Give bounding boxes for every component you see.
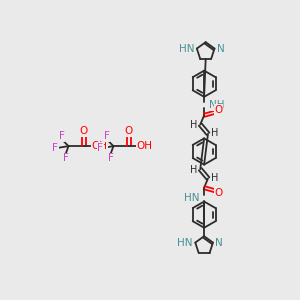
Text: HN: HN: [179, 44, 194, 53]
Text: HN: HN: [178, 238, 193, 248]
Text: O: O: [125, 127, 133, 136]
Text: OH: OH: [92, 141, 107, 151]
Text: HN: HN: [184, 193, 200, 203]
Text: F: F: [63, 153, 69, 164]
Text: H: H: [211, 128, 219, 138]
Text: F: F: [58, 131, 64, 141]
Text: NH: NH: [209, 100, 224, 110]
Text: H: H: [211, 173, 219, 183]
Text: O: O: [215, 188, 223, 198]
Text: N: N: [217, 44, 225, 53]
Text: F: F: [97, 143, 103, 153]
Text: H: H: [190, 165, 197, 175]
Text: OH: OH: [136, 141, 152, 151]
Text: F: F: [103, 131, 109, 141]
Text: F: F: [52, 143, 58, 153]
Text: N: N: [215, 238, 223, 248]
Text: H: H: [190, 120, 197, 130]
Text: O: O: [80, 127, 88, 136]
Text: F: F: [108, 153, 114, 164]
Text: O: O: [215, 105, 223, 115]
